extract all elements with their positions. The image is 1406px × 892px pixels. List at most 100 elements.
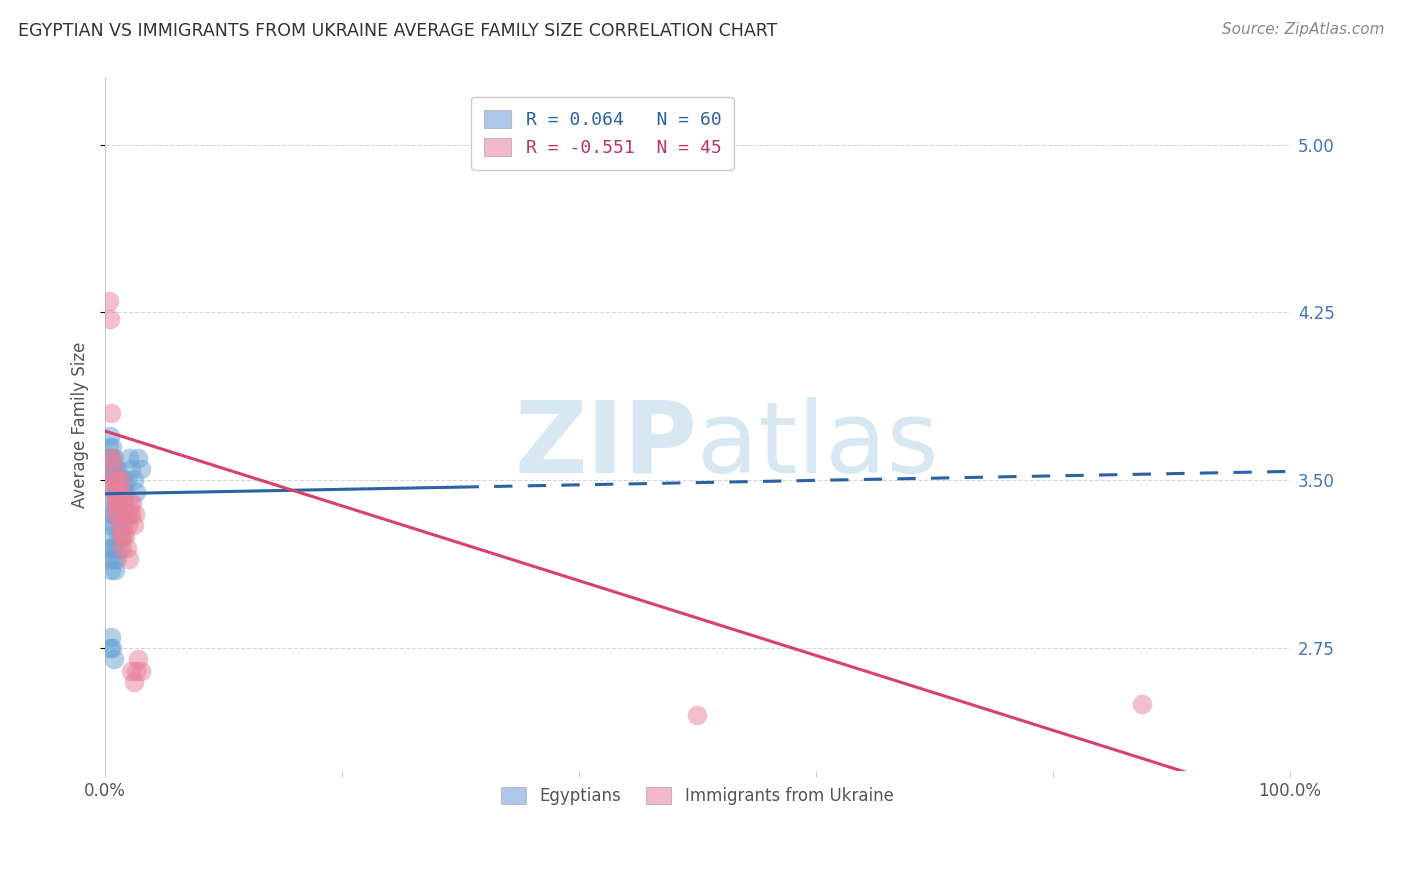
Point — [122, 518, 145, 533]
Point — [103, 551, 125, 566]
Point — [110, 474, 132, 488]
Point — [111, 541, 134, 555]
Point — [101, 474, 124, 488]
Point — [110, 529, 132, 543]
Point — [97, 450, 120, 465]
Point — [108, 484, 131, 499]
Point — [103, 484, 125, 499]
Point — [101, 496, 124, 510]
Point — [104, 507, 127, 521]
Point — [114, 496, 136, 510]
Point — [111, 484, 134, 499]
Point — [127, 652, 149, 666]
Y-axis label: Average Family Size: Average Family Size — [72, 342, 89, 508]
Point — [103, 462, 125, 476]
Point — [104, 541, 127, 555]
Point — [104, 563, 127, 577]
Point — [686, 708, 709, 723]
Point — [112, 474, 135, 488]
Point — [107, 474, 129, 488]
Point — [124, 507, 146, 521]
Point — [97, 518, 120, 533]
Point — [118, 551, 141, 566]
Point — [111, 496, 134, 510]
Point — [112, 507, 135, 521]
Point — [101, 474, 124, 488]
Point — [111, 529, 134, 543]
Point — [115, 541, 138, 555]
Point — [103, 462, 125, 476]
Point — [114, 484, 136, 499]
Point — [103, 652, 125, 666]
Point — [111, 496, 134, 510]
Point — [129, 462, 152, 476]
Legend: Egyptians, Immigrants from Ukraine: Egyptians, Immigrants from Ukraine — [491, 777, 904, 815]
Point — [111, 507, 134, 521]
Point — [125, 664, 148, 678]
Point — [98, 551, 121, 566]
Point — [104, 496, 127, 510]
Point — [117, 518, 139, 533]
Point — [100, 507, 122, 521]
Text: atlas: atlas — [697, 397, 939, 494]
Point — [105, 484, 128, 499]
Point — [105, 496, 128, 510]
Point — [110, 474, 132, 488]
Point — [103, 484, 125, 499]
Point — [115, 507, 138, 521]
Point — [125, 484, 148, 499]
Point — [101, 450, 124, 465]
Point — [120, 496, 142, 510]
Point — [98, 529, 121, 543]
Point — [104, 474, 127, 488]
Point — [100, 406, 122, 420]
Point — [114, 529, 136, 543]
Point — [107, 474, 129, 488]
Point — [107, 484, 129, 499]
Point — [100, 450, 122, 465]
Point — [107, 507, 129, 521]
Point — [111, 518, 134, 533]
Point — [103, 450, 125, 465]
Point — [100, 563, 122, 577]
Point — [98, 462, 121, 476]
Text: Source: ZipAtlas.com: Source: ZipAtlas.com — [1222, 22, 1385, 37]
Point — [103, 507, 125, 521]
Point — [100, 462, 122, 476]
Point — [105, 551, 128, 566]
Point — [112, 518, 135, 533]
Point — [122, 674, 145, 689]
Point — [100, 450, 122, 465]
Point — [98, 641, 121, 656]
Point — [97, 541, 120, 555]
Point — [118, 507, 141, 521]
Point — [129, 664, 152, 678]
Point — [98, 312, 121, 326]
Point — [101, 440, 124, 454]
Point — [1130, 697, 1153, 711]
Point — [104, 484, 127, 499]
Point — [108, 474, 131, 488]
Point — [100, 630, 122, 644]
Point — [105, 462, 128, 476]
Point — [120, 664, 142, 678]
Point — [98, 428, 121, 442]
Point — [101, 541, 124, 555]
Point — [121, 496, 143, 510]
Point — [110, 529, 132, 543]
Point — [127, 450, 149, 465]
Point — [97, 294, 120, 309]
Point — [108, 518, 131, 533]
Text: EGYPTIAN VS IMMIGRANTS FROM UKRAINE AVERAGE FAMILY SIZE CORRELATION CHART: EGYPTIAN VS IMMIGRANTS FROM UKRAINE AVER… — [18, 22, 778, 40]
Point — [105, 507, 128, 521]
Point — [107, 529, 129, 543]
Point — [108, 496, 131, 510]
Point — [108, 541, 131, 555]
Point — [105, 496, 128, 510]
Point — [110, 484, 132, 499]
Point — [111, 496, 134, 510]
Point — [101, 641, 124, 656]
Point — [111, 484, 134, 499]
Point — [104, 484, 127, 499]
Point — [120, 507, 142, 521]
